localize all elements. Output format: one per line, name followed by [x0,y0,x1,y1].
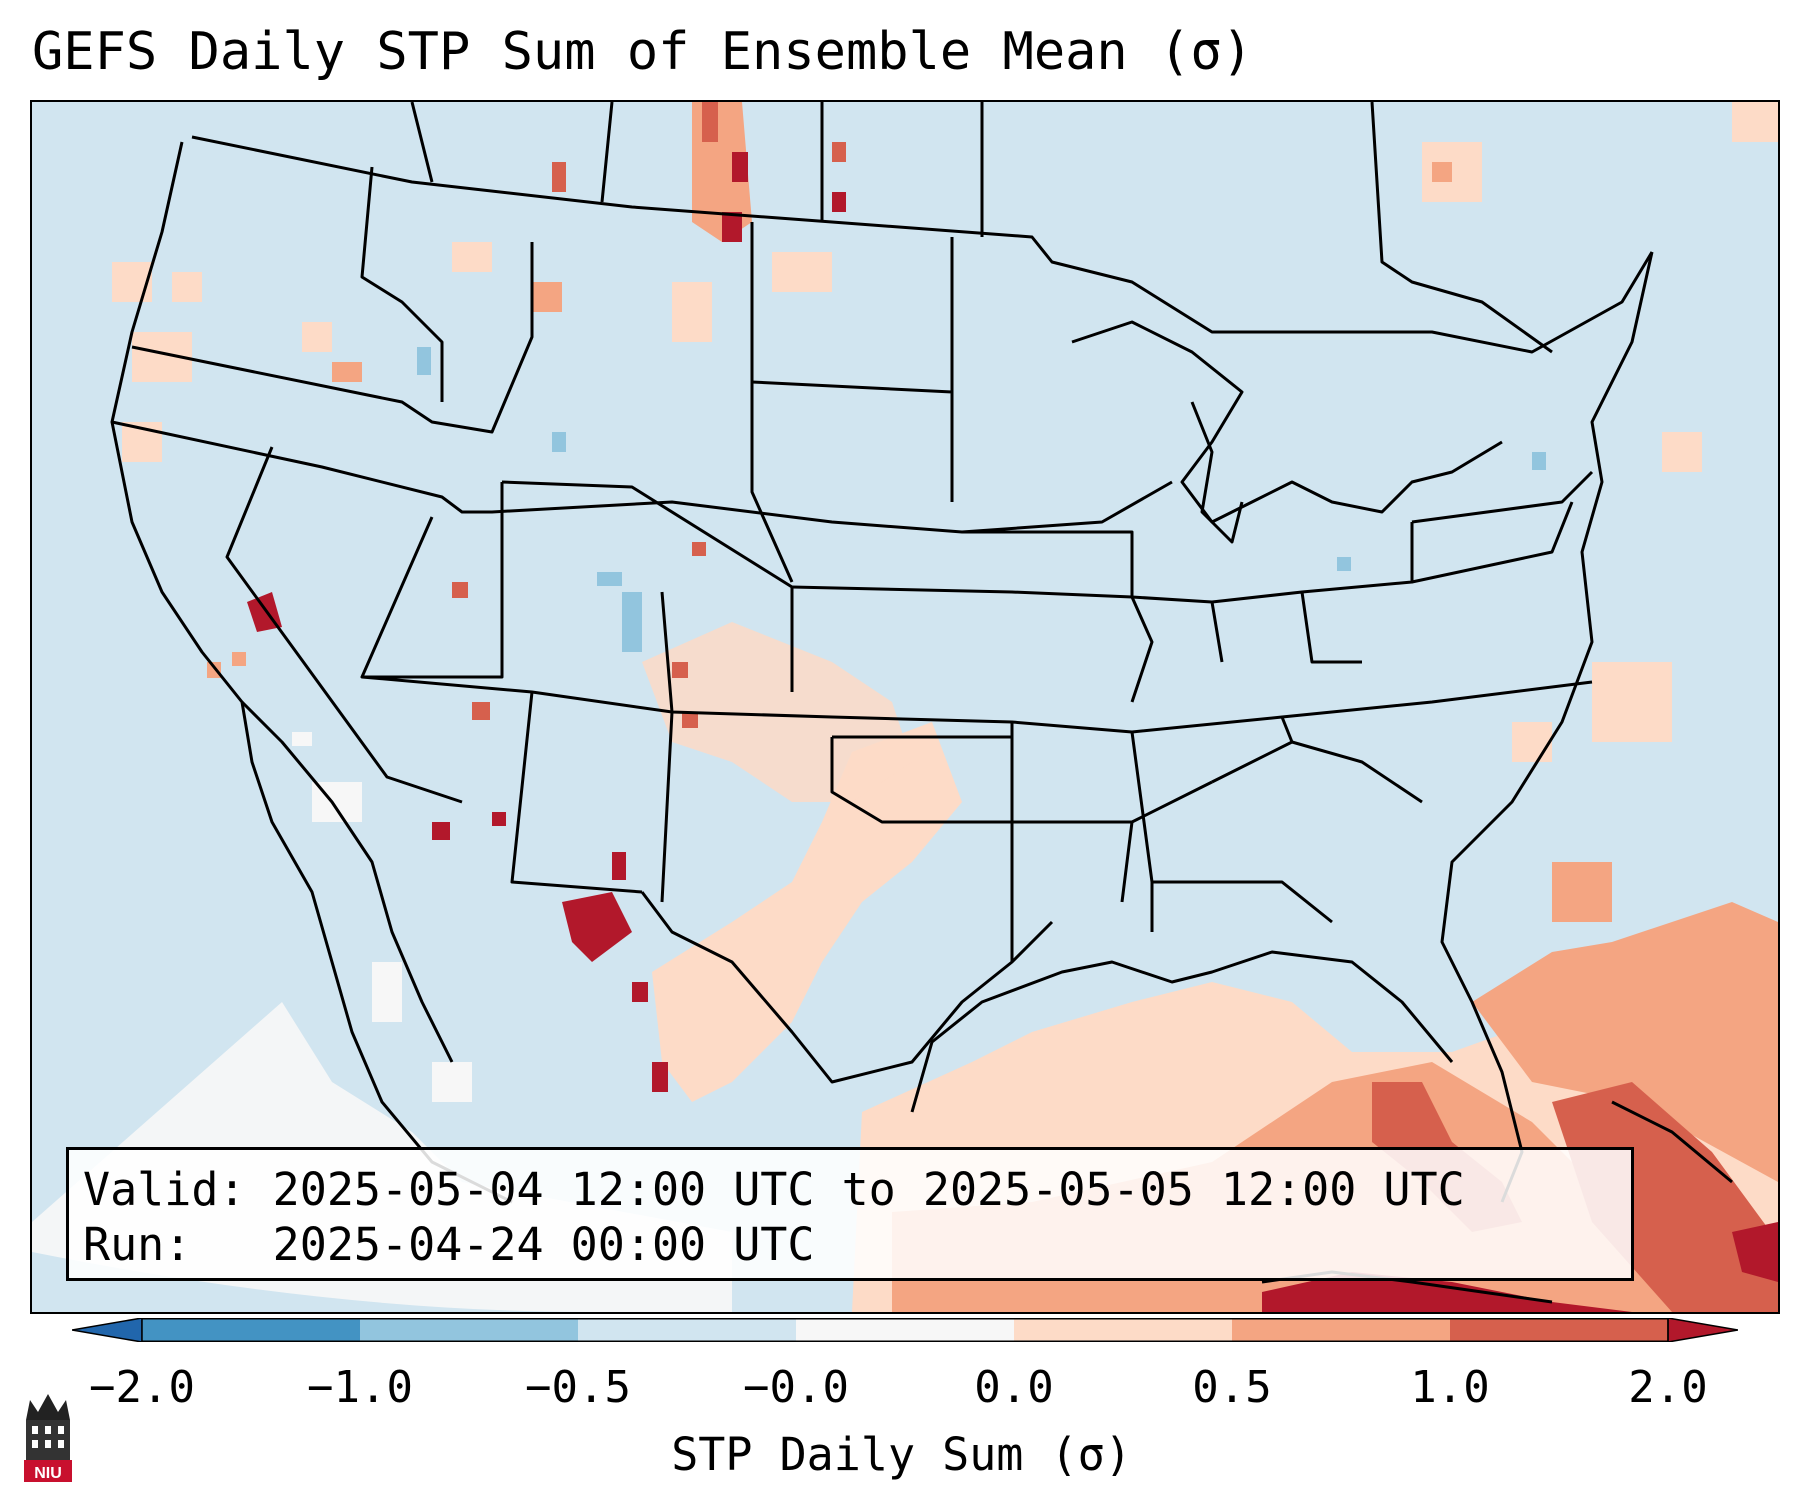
colorbar-extend-high [1667,1318,1738,1342]
valid-time-text: Valid: 2025-05-04 12:00 UTC to 2025-05-0… [83,1163,1465,1216]
baja-coast [240,700,454,1063]
colorbar-segment [1014,1318,1232,1342]
region-trans-pecos-b [652,1062,668,1092]
region-central-plains [642,622,912,802]
colorbar-ticks: −2.0 −1.0 −0.5 −0.0 0.0 0.5 1.0 2.0 [0,1362,1803,1413]
region-bahamas [1552,1082,1778,1312]
pacific-coast [110,141,513,1204]
region-cuba-dark [1262,1272,1632,1312]
map-panel[interactable] [30,100,1780,1314]
valid-run-info-box: Valid: 2025-05-04 12:00 UTC to 2025-05-0… [66,1147,1634,1281]
colorbar-segment [142,1318,360,1342]
colorbar-tick-label: 0.5 [1192,1362,1272,1413]
chart-title: GEFS Daily STP Sum of Ensemble Mean (σ) [32,22,1253,82]
colorbar-segment [578,1318,796,1342]
map-canvas [32,102,1778,1312]
state-borders [110,102,1733,1304]
us-canada-border [191,135,1654,354]
colorbar-segment [796,1318,1014,1342]
colorbar-segment [1450,1318,1668,1342]
colorbar-label: STP Daily Sum (σ) [671,1428,1132,1481]
colorbar-tick-label: −2.0 [89,1362,195,1413]
colorbar-tick-label: 1.0 [1410,1362,1490,1413]
gulf-coast [910,950,1454,1113]
colorbar-tick-label: −0.0 [743,1362,849,1413]
colorbar-outline [141,1318,1669,1342]
colorbar-tick-label: 2.0 [1628,1362,1708,1413]
niu-logo-icon: NIU [24,1394,72,1482]
logo-text: NIU [34,1465,62,1482]
colorbar-segment [1232,1318,1450,1342]
great-lakes [1071,320,1503,524]
region-far-east-dark [1732,1222,1778,1282]
colorbar-tick-label: 0.0 [974,1362,1054,1413]
colorbar-tick-label: −1.0 [307,1362,413,1413]
atlantic-coast [1440,251,1654,1203]
region-colorado-negative [622,592,642,652]
texas-border [640,891,1054,1084]
colorbar-segment [360,1318,578,1342]
region-trans-pecos [562,892,632,962]
region-southern-plains [652,722,962,1102]
run-time-text: Run: 2025-04-24 00:00 UTC [83,1218,815,1271]
colorbar-tick-label: −0.5 [525,1362,631,1413]
colorbar-extend-low [72,1318,143,1342]
region-west-atlantic [1472,902,1778,1182]
colorbar [72,1318,1738,1342]
